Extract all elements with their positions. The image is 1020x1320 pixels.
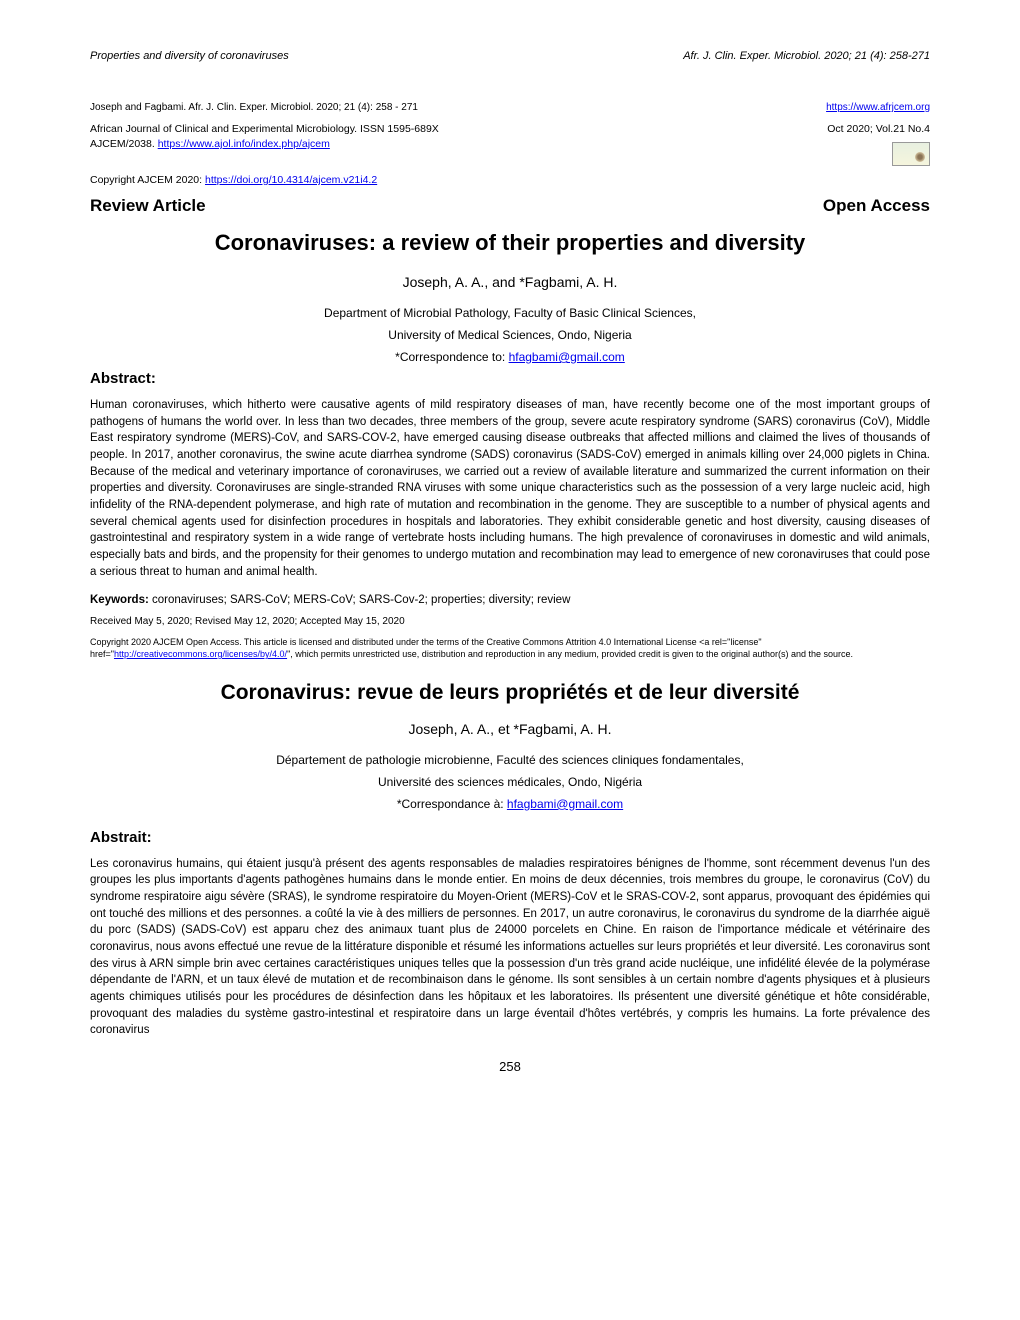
citation-authors: Joseph and Fagbami. Afr. J. Clin. Exper.… xyxy=(90,102,418,113)
keywords: Keywords: coronaviruses; SARS-CoV; MERS-… xyxy=(90,594,930,606)
page-number: 258 xyxy=(90,1059,930,1074)
abstract-text: Human coronaviruses, which hitherto were… xyxy=(90,397,930,580)
article-type-left: Review Article xyxy=(90,196,206,216)
article-type-row: Review Article Open Access xyxy=(90,196,930,216)
article-title: Coronaviruses: a review of their propert… xyxy=(90,230,930,256)
issue-date: Oct 2020; Vol.21 No.4 xyxy=(827,123,930,135)
french-correspondence: *Correspondance à: hfagbami@gmail.com xyxy=(90,795,930,813)
affiliation-line2: University of Medical Sciences, Ondo, Ni… xyxy=(90,326,930,344)
running-header: Properties and diversity of coronaviruse… xyxy=(90,50,930,62)
abstract-heading: Abstract: xyxy=(90,370,930,387)
authors: Joseph, A. A., and *Fagbami, A. H. xyxy=(90,274,930,290)
article-type-right: Open Access xyxy=(823,196,930,216)
french-abstract-heading: Abstrait: xyxy=(90,829,930,846)
doi-link[interactable]: https://doi.org/10.4314/ajcem.v21i4.2 xyxy=(205,174,377,186)
correspondence: *Correspondence to: hfagbami@gmail.com xyxy=(90,348,930,366)
french-correspondence-email-link[interactable]: hfagbami@gmail.com xyxy=(507,797,623,811)
copyright-line: Copyright AJCEM 2020: https://doi.org/10… xyxy=(90,174,930,186)
header-left: Properties and diversity of coronaviruse… xyxy=(90,50,289,62)
citation-block: Joseph and Fagbami. Afr. J. Clin. Exper.… xyxy=(90,102,930,113)
ajol-link[interactable]: https://www.ajol.info/index.php/ajcem xyxy=(158,138,330,150)
journal-url-link[interactable]: https://www.afrjcem.org xyxy=(826,102,930,113)
journal-logo-icon xyxy=(892,142,930,166)
keywords-text: coronaviruses; SARS-CoV; MERS-CoV; SARS-… xyxy=(152,594,570,606)
french-affiliation-line2: Université des sciences médicales, Ondo,… xyxy=(90,773,930,791)
header-right: Afr. J. Clin. Exper. Microbiol. 2020; 21… xyxy=(683,50,930,62)
journal-name: African Journal of Clinical and Experime… xyxy=(90,123,827,135)
journal-info-row: African Journal of Clinical and Experime… xyxy=(90,123,930,166)
correspondence-email-link[interactable]: hfagbami@gmail.com xyxy=(509,350,625,364)
french-title: Coronavirus: revue de leurs propriétés e… xyxy=(90,681,930,705)
received-dates: Received May 5, 2020; Revised May 12, 20… xyxy=(90,616,930,627)
french-authors: Joseph, A. A., et *Fagbami, A. H. xyxy=(90,721,930,737)
keywords-label: Keywords: xyxy=(90,594,152,606)
affiliation-line1: Department of Microbial Pathology, Facul… xyxy=(90,304,930,322)
french-affiliation-line1: Département de pathologie microbienne, F… xyxy=(90,751,930,769)
french-abstract-text: Les coronavirus humains, qui étaient jus… xyxy=(90,856,930,1039)
license-url-link[interactable]: http://creativecommons.org/licenses/by/4… xyxy=(114,649,287,659)
ajcem-code-row: AJCEM/2038. https://www.ajol.info/index.… xyxy=(90,138,827,150)
license-text: Copyright 2020 AJCEM Open Access. This a… xyxy=(90,637,930,660)
